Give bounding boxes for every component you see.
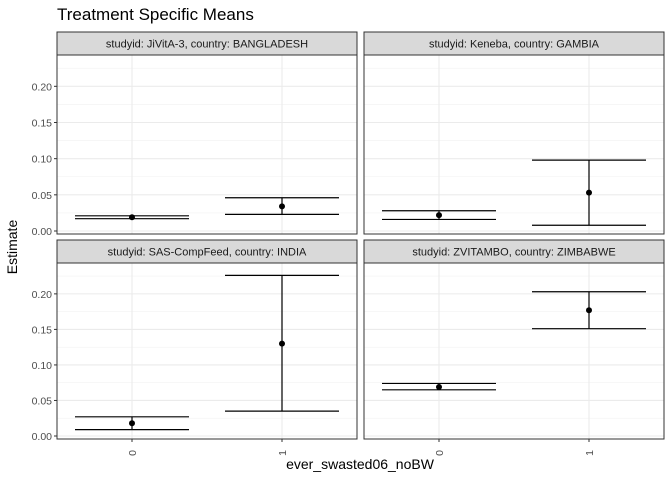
x-tick-label: 1 <box>277 450 289 456</box>
panel-border <box>363 262 665 440</box>
y-tick-label: 0.15 <box>32 117 53 129</box>
errorbar <box>225 274 339 412</box>
panel-border <box>56 262 358 440</box>
facet-strip-label: studyid: SAS-CompFeed, country: INDIA <box>108 247 307 259</box>
x-tick-label: 0 <box>434 450 446 456</box>
errorbar <box>75 416 189 431</box>
facet-strip-label: studyid: ZVITAMBO, country: ZIMBABWE <box>412 247 615 259</box>
y-tick-label: 0.15 <box>32 324 53 336</box>
estimate-point <box>436 383 442 390</box>
estimate-point <box>586 189 592 196</box>
y-tick-label: 0.20 <box>32 289 53 301</box>
panel-background <box>57 263 357 439</box>
estimate-point <box>279 340 285 347</box>
facet-strip-label: studyid: Keneba, country: GAMBIA <box>429 39 600 51</box>
x-axis-title: ever_swasted06_noBW <box>286 456 435 472</box>
facet-panel: studyid: SAS-CompFeed, country: INDIA 0.0… <box>32 239 358 456</box>
y-tick-label: 0.00 <box>32 226 53 238</box>
panel-border <box>56 54 358 235</box>
panel-border <box>363 54 665 235</box>
facet-panel: studyid: Keneba, country: GAMBIA <box>363 31 665 235</box>
x-tick-label: 1 <box>584 450 596 456</box>
estimate-point <box>586 307 592 314</box>
facet-panel: studyid: ZVITAMBO, country: ZIMBABWE 0 1 <box>363 239 665 456</box>
y-axis-title: Estimate <box>4 220 20 275</box>
panels-layer: studyid: JiVitA-3, country: BANGLADESH 0.… <box>32 31 665 456</box>
y-tick-label: 0.10 <box>32 154 53 166</box>
y-tick-label: 0.10 <box>32 360 53 372</box>
chart-title: Treatment Specific Means <box>57 5 254 24</box>
facet-panel: studyid: JiVitA-3, country: BANGLADESH 0.… <box>32 31 358 238</box>
estimate-point <box>436 212 442 219</box>
errorbar <box>382 210 496 221</box>
facet-strip-label: studyid: JiVitA-3, country: BANGLADESH <box>106 39 308 51</box>
errorbar <box>225 197 339 215</box>
estimate-point <box>279 203 285 210</box>
estimate-point <box>129 214 135 221</box>
y-tick-label: 0.05 <box>32 190 53 202</box>
panel-background <box>57 55 357 234</box>
panel-background <box>364 263 664 439</box>
y-tick-label: 0.05 <box>32 395 53 407</box>
estimate-point <box>129 420 135 427</box>
errorbar <box>532 291 646 330</box>
y-tick-label: 0.00 <box>32 431 53 443</box>
x-tick-label: 0 <box>127 450 139 456</box>
y-tick-label: 0.20 <box>32 81 53 93</box>
panel-background <box>364 55 664 234</box>
errorbar <box>532 159 646 226</box>
errorbar <box>75 214 189 221</box>
errorbar <box>382 382 496 391</box>
